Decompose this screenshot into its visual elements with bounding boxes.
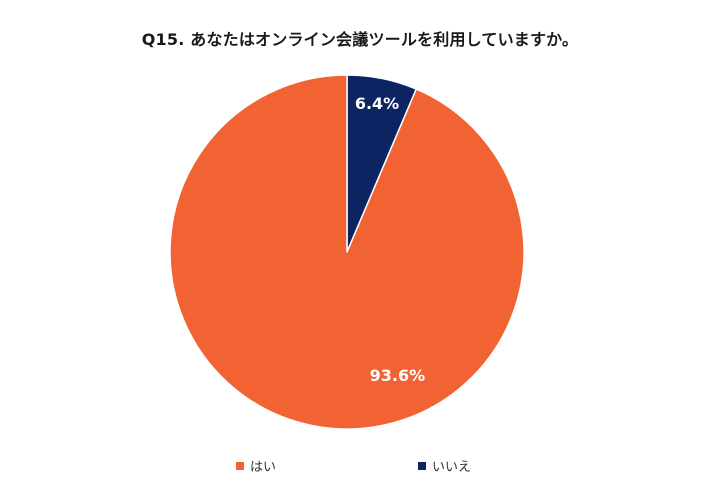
legend-swatch-hai — [236, 461, 244, 470]
legend-label-hai: はい — [250, 460, 277, 475]
pie-slice-hai — [169, 74, 525, 430]
data-label-hai: 93.6% — [370, 366, 426, 385]
pie-slices — [169, 74, 525, 430]
data-label-iie: 6.4% — [355, 94, 399, 113]
legend-item-iie: いいえ — [418, 456, 471, 475]
legend-item-hai: はい — [236, 456, 276, 475]
legend-swatch-iie — [418, 461, 426, 470]
pie-data-labels: 6.4% 93.6% — [355, 94, 425, 385]
legend-label-iie: いいえ — [432, 460, 472, 475]
chart-title: Q15. あなたはオンライン会議ツールを利用していますか。 — [141, 30, 579, 49]
chart-legend: はい いいえ — [0, 456, 720, 476]
